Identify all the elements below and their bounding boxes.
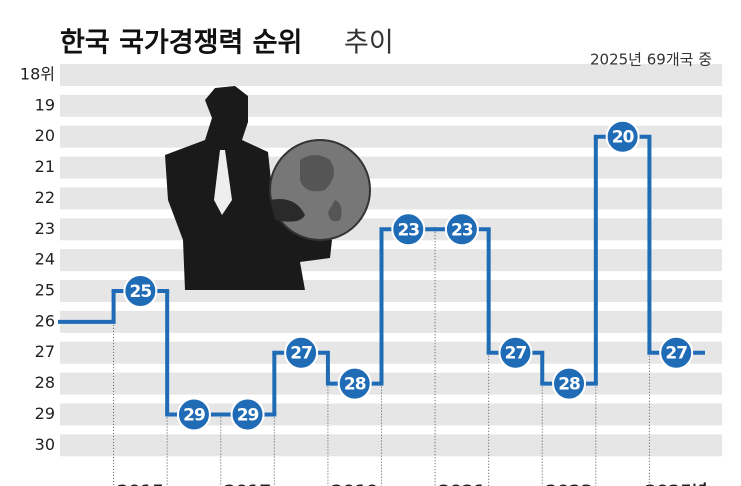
y-tick-label: 29 xyxy=(35,404,55,423)
data-label: 20 xyxy=(612,128,635,148)
y-tick-label: 24 xyxy=(35,250,55,269)
chart-title-suffix: 추이 xyxy=(344,28,394,59)
grid-band xyxy=(60,187,722,210)
label-badge xyxy=(659,335,694,370)
y-tick-label: 23 xyxy=(35,219,55,238)
label-badge xyxy=(230,397,265,432)
data-label: 28 xyxy=(558,375,580,395)
data-label: 27 xyxy=(290,344,312,364)
y-tick-label: 26 xyxy=(35,311,55,330)
label-badge xyxy=(337,366,372,401)
grid-band xyxy=(60,372,722,395)
y-tick-label: 25 xyxy=(35,281,55,300)
y-tick-label: 30 xyxy=(35,435,55,454)
label-badge xyxy=(391,212,426,247)
label-badge xyxy=(444,212,479,247)
x-tick-label: 2025년 xyxy=(645,482,708,486)
y-tick-label: 27 xyxy=(35,342,55,361)
label-badge xyxy=(498,335,533,370)
data-label: 27 xyxy=(505,344,527,364)
y-tick-label: 19 xyxy=(35,95,55,114)
grid-band xyxy=(60,310,722,333)
chart-title: 한국 국가경쟁력 순위 xyxy=(60,28,302,59)
label-badge xyxy=(284,335,319,370)
grid-band xyxy=(60,403,722,426)
grid-band xyxy=(60,341,722,364)
y-tick-label: 28 xyxy=(35,373,55,392)
data-label: 28 xyxy=(344,375,366,395)
x-tick-label: 2019 xyxy=(331,482,378,486)
grid-band xyxy=(60,434,722,457)
x-tick-label: 2023 xyxy=(545,482,592,486)
data-label: 29 xyxy=(183,405,205,425)
data-label: 27 xyxy=(665,344,687,364)
y-tick-label: 21 xyxy=(35,157,55,176)
label-badge xyxy=(176,397,211,432)
label-badge xyxy=(605,119,640,154)
grid-band xyxy=(60,64,722,86)
illustration xyxy=(165,86,371,290)
x-tick-label: 2015 xyxy=(117,482,164,486)
grid-band xyxy=(60,94,722,117)
data-label: 23 xyxy=(397,220,419,240)
y-tick-label: 22 xyxy=(35,188,55,207)
x-tick-label: 2017 xyxy=(224,482,271,486)
grid-band xyxy=(60,249,722,272)
chart-subtitle: 2025년 69개국 중 xyxy=(590,51,712,69)
grid-band xyxy=(60,156,722,179)
data-label: 23 xyxy=(451,220,473,240)
label-badge xyxy=(552,366,587,401)
y-tick-label: 18위 xyxy=(20,65,55,84)
y-tick-label: 20 xyxy=(35,126,55,145)
data-label: 29 xyxy=(237,405,259,425)
data-label: 25 xyxy=(130,282,152,302)
label-badge xyxy=(123,274,158,309)
